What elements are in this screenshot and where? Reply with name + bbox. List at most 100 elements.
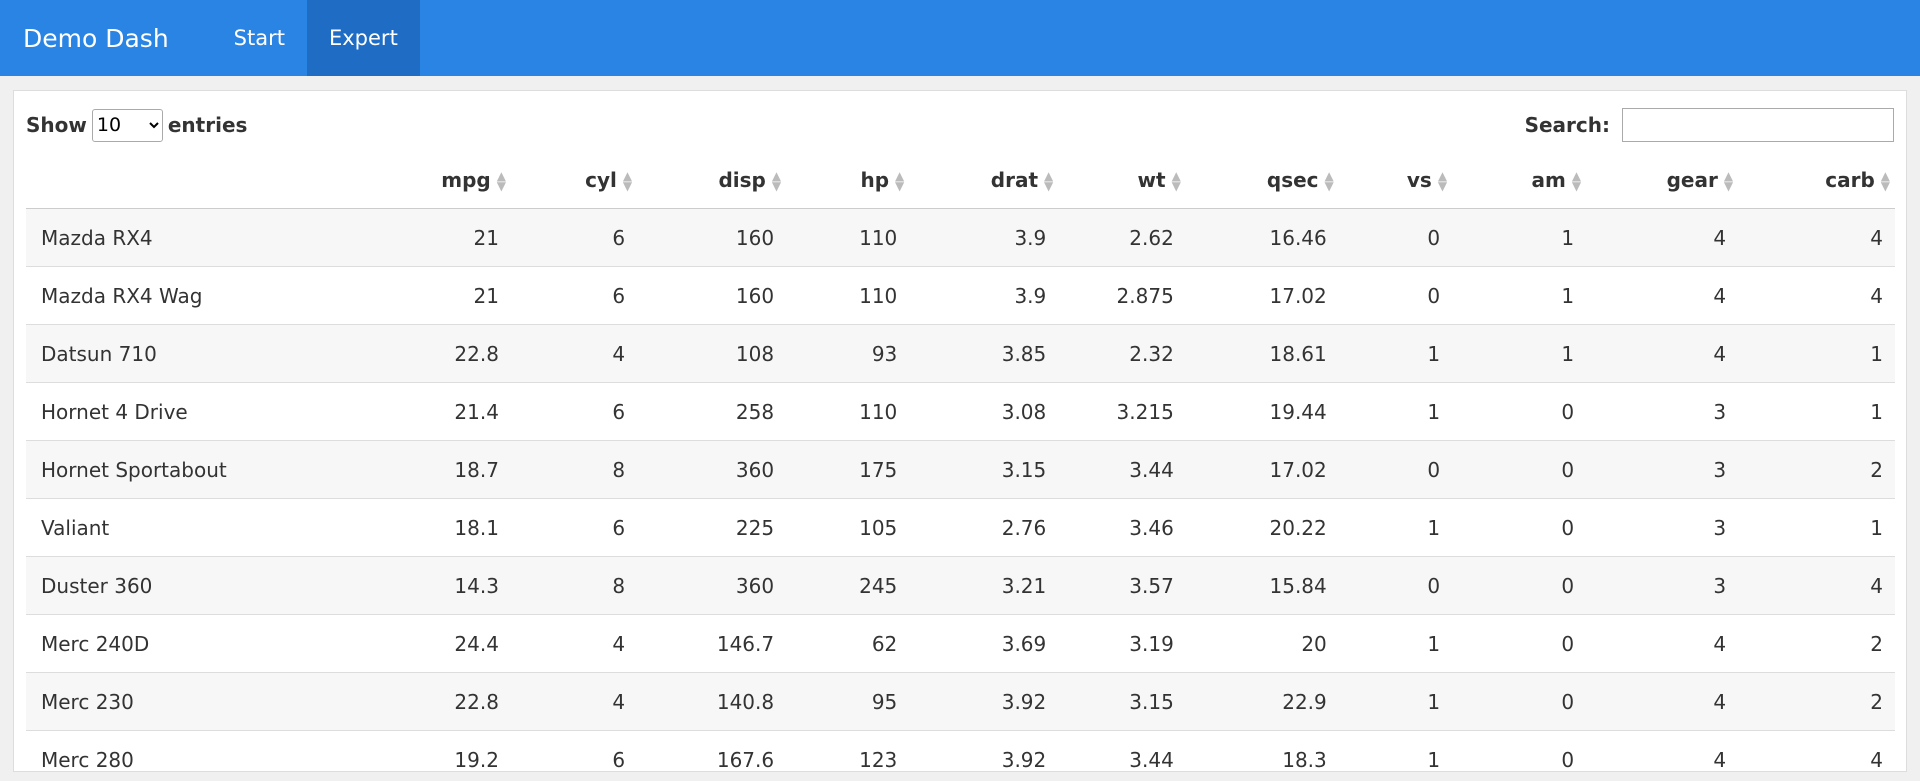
table-header-row: mpg ▲ ▼ cyl ▲ ▼ disp ▲ ▼ hp ▲ ▼ drat ▲ ▼ wt ▲ ▼ qsec ▲ ▼ vs ▲ ▼… xyxy=(26,151,1895,209)
cell-hp: 110 xyxy=(786,382,910,441)
column-header-label: hp xyxy=(860,167,890,192)
column-header-cyl[interactable]: cyl ▲ ▼ xyxy=(510,151,638,209)
cell-vs: 1 xyxy=(1338,382,1453,441)
column-header-vs[interactable]: vs ▲ ▼ xyxy=(1338,151,1453,209)
column-header-disp[interactable]: disp ▲ ▼ xyxy=(637,151,787,209)
cell-qsec: 18.61 xyxy=(1185,324,1339,383)
cell-car-name: Merc 230 xyxy=(26,672,388,731)
sort-icon[interactable]: ▲ ▼ xyxy=(1437,169,1448,193)
column-header-am[interactable]: am ▲ ▼ xyxy=(1452,151,1587,209)
cell-disp: 360 xyxy=(637,440,787,499)
cell-am: 0 xyxy=(1452,556,1587,615)
column-header-label: qsec xyxy=(1266,167,1319,192)
column-header-label: gear xyxy=(1666,167,1718,192)
cell-disp: 140.8 xyxy=(637,672,787,731)
table-row[interactable]: Merc 230 22.8 4 140.8 95 3.92 3.15 22.9 1 0 4 2 xyxy=(26,672,1895,731)
column-header-hp[interactable]: hp ▲ ▼ xyxy=(786,151,910,209)
cell-gear: 4 xyxy=(1586,266,1739,325)
cell-am: 1 xyxy=(1452,208,1587,267)
cell-vs: 0 xyxy=(1338,208,1453,267)
sort-icon[interactable]: ▲ ▼ xyxy=(1171,169,1181,193)
data-table: mpg ▲ ▼ cyl ▲ ▼ disp ▲ ▼ hp ▲ ▼ drat ▲ ▼ wt ▲ ▼ qsec ▲ ▼ vs ▲ ▼… xyxy=(26,151,1895,771)
column-header-label: drat xyxy=(990,167,1039,192)
column-header-mpg[interactable]: mpg ▲ ▼ xyxy=(387,151,511,209)
cell-vs: 1 xyxy=(1338,730,1453,771)
entries-select[interactable]: 10 xyxy=(91,108,163,142)
column-header-label: disp xyxy=(718,167,766,192)
column-header-qsec[interactable]: qsec ▲ ▼ xyxy=(1185,151,1339,209)
cell-qsec: 17.02 xyxy=(1185,266,1339,325)
cell-carb: 4 xyxy=(1738,208,1895,267)
sort-icon[interactable]: ▲ ▼ xyxy=(1571,169,1582,193)
sort-icon[interactable]: ▲ ▼ xyxy=(895,169,905,193)
show-label: Show xyxy=(26,113,87,137)
cell-disp: 146.7 xyxy=(637,614,787,673)
cell-gear: 4 xyxy=(1586,614,1739,673)
column-header-wt[interactable]: wt ▲ ▼ xyxy=(1058,151,1186,209)
cell-wt: 3.44 xyxy=(1058,440,1186,499)
cell-car-name: Duster 360 xyxy=(26,556,388,615)
table-row[interactable]: Merc 280 19.2 6 167.6 123 3.92 3.44 18.3 1 0 4 4 xyxy=(26,730,1895,771)
column-header-name[interactable] xyxy=(26,151,388,209)
cell-mpg: 18.1 xyxy=(387,498,511,557)
cell-car-name: Hornet Sportabout xyxy=(26,440,388,499)
column-header-label: am xyxy=(1531,167,1566,192)
cell-car-name: Hornet 4 Drive xyxy=(26,382,388,441)
cell-wt: 3.15 xyxy=(1058,672,1186,731)
sort-icon[interactable]: ▲ ▼ xyxy=(496,169,506,193)
sort-icon[interactable]: ▲ ▼ xyxy=(1723,169,1734,193)
column-header-carb[interactable]: carb ▲ ▼ xyxy=(1738,151,1895,209)
cell-qsec: 20.22 xyxy=(1185,498,1339,557)
cell-am: 0 xyxy=(1452,730,1587,771)
nav-item-expert[interactable]: Expert xyxy=(306,0,420,76)
column-header-label: mpg xyxy=(441,167,491,192)
cell-mpg: 22.8 xyxy=(387,324,511,383)
cell-disp: 167.6 xyxy=(637,730,787,771)
table-row[interactable]: Hornet 4 Drive 21.4 6 258 110 3.08 3.215 19.44 1… xyxy=(26,382,1895,441)
column-header-gear[interactable]: gear ▲ ▼ xyxy=(1586,151,1739,209)
cell-car-name: Datsun 710 xyxy=(26,324,388,383)
cell-disp: 258 xyxy=(637,382,787,441)
cell-cyl: 8 xyxy=(510,556,638,615)
nav-item-start[interactable]: Start xyxy=(233,26,285,50)
cell-drat: 3.08 xyxy=(909,382,1059,441)
table-row[interactable]: Merc 240D 24.4 4 146.7 62 3.69 3.19 20 1 0 4 2 xyxy=(26,614,1895,673)
cell-hp: 110 xyxy=(786,208,910,267)
cell-carb: 1 xyxy=(1738,324,1895,383)
cell-mpg: 18.7 xyxy=(387,440,511,499)
column-header-label: wt xyxy=(1137,167,1166,192)
cell-vs: 1 xyxy=(1338,614,1453,673)
cell-drat: 3.92 xyxy=(909,730,1059,771)
brand-title[interactable]: Demo Dash xyxy=(23,23,169,53)
cell-hp: 105 xyxy=(786,498,910,557)
cell-disp: 108 xyxy=(637,324,787,383)
table-row[interactable]: Mazda RX4 Wag 21 6 160 110 3.9 2.875 17.02 0 1 4 4 xyxy=(26,266,1895,325)
table-row[interactable]: Valiant 18.1 6 225 105 2.76 3.46 20.22 1 0 3 1 xyxy=(26,498,1895,557)
sort-icon[interactable]: ▲ ▼ xyxy=(1880,169,1890,193)
entries-length-control: Show 10 entries xyxy=(26,108,247,142)
search-input[interactable] xyxy=(1622,108,1894,142)
cell-cyl: 6 xyxy=(510,382,638,441)
cell-cyl: 8 xyxy=(510,440,638,499)
column-header-drat[interactable]: drat ▲ ▼ xyxy=(909,151,1059,209)
cell-hp: 93 xyxy=(786,324,910,383)
cell-vs: 0 xyxy=(1338,440,1453,499)
table-row[interactable]: Datsun 710 22.8 4 108 93 3.85 2.32 18.61 1 1 4 1 xyxy=(26,324,1895,383)
cell-hp: 123 xyxy=(786,730,910,771)
cell-mpg: 14.3 xyxy=(387,556,511,615)
cell-car-name: Merc 280 xyxy=(26,730,388,771)
table-row[interactable]: Duster 360 14.3 8 360 245 3.21 3.57 15.84 0 0 3 4 xyxy=(26,556,1895,615)
cell-disp: 360 xyxy=(637,556,787,615)
cell-gear: 3 xyxy=(1586,440,1739,499)
sort-icon[interactable]: ▲ ▼ xyxy=(622,169,633,193)
table-row[interactable]: Hornet Sportabout 18.7 8 360 175 3.15 3.44 17.0… xyxy=(26,440,1895,499)
sort-icon[interactable]: ▲ ▼ xyxy=(1324,169,1334,193)
cell-cyl: 6 xyxy=(510,730,638,771)
cell-carb: 2 xyxy=(1738,440,1895,499)
sort-icon[interactable]: ▲ ▼ xyxy=(771,169,782,193)
sort-icon[interactable]: ▲ ▼ xyxy=(1044,169,1054,193)
cell-am: 0 xyxy=(1452,382,1587,441)
cell-drat: 3.9 xyxy=(909,266,1059,325)
cell-vs: 1 xyxy=(1338,672,1453,731)
table-row[interactable]: Mazda RX4 21 6 160 110 3.9 2.62 16.46 0 1 4 4 xyxy=(26,208,1895,267)
